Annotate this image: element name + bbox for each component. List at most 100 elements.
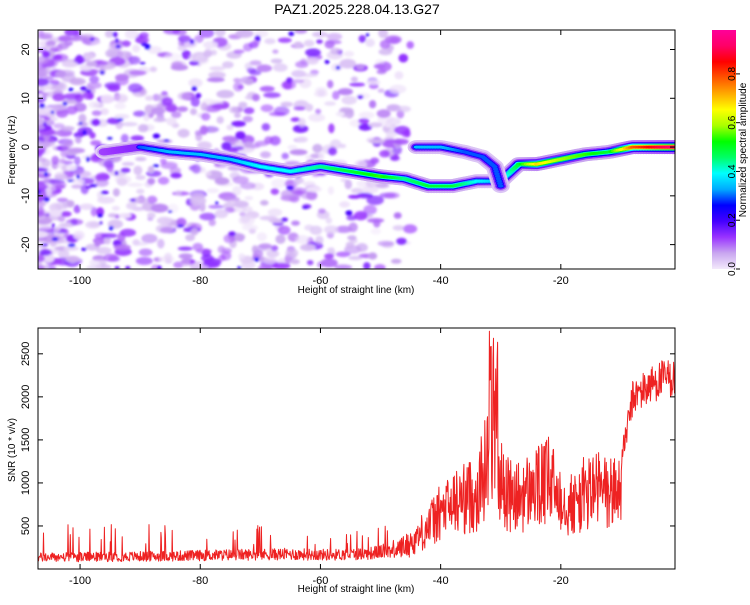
noise-blob [273,63,288,72]
noise-blob [202,41,219,49]
noise-blob [147,46,162,54]
noise-blob [177,92,192,101]
noise-blob [120,167,131,173]
spectrogram-y-axis-label: Frequency (Hz) [7,116,18,185]
noise-speck [85,185,92,189]
noise-blob [73,170,92,178]
noise-speck [365,33,370,37]
noise-blob [324,101,336,106]
noise-blob [107,213,118,218]
noise-blob [56,44,63,53]
noise-speck [115,38,119,44]
noise-blob [335,225,353,233]
noise-blob [231,120,246,127]
noise-blob [61,144,71,151]
noise-blob [78,113,87,124]
noise-blob [188,52,206,63]
noise-speck [191,86,198,92]
y-tick-label: 10 [20,92,32,104]
noise-blob [305,103,314,112]
noise-blob [58,35,72,42]
noise-blob [164,52,182,61]
noise-blob [267,208,283,217]
noise-blob [277,37,292,43]
noise-blob [272,262,291,269]
noise-blob [335,251,351,258]
noise-blob [271,178,287,188]
noise-blob [38,124,45,130]
noise-blob [49,79,60,86]
noise-blob [285,248,299,258]
noise-blob [358,118,370,124]
noise-blob [214,209,229,219]
noise-blob [103,236,112,245]
noise-blob [190,227,199,236]
noise-blob [63,246,79,251]
noise-blob [363,204,377,215]
noise-speck [163,139,170,142]
noise-blob [107,84,121,92]
noise-speck [107,137,113,140]
noise-blob [252,249,264,259]
noise-blob [74,156,81,166]
noise-blob [177,128,190,138]
noise-blob [114,93,129,103]
noise-blob [147,177,156,185]
noise-blob [306,57,319,65]
noise-blob [170,172,182,179]
noise-blob [66,165,77,171]
noise-blob [135,175,146,180]
ridge-point [497,184,504,188]
noise-blob [166,117,177,126]
noise-blob [324,40,335,49]
noise-blob [130,196,149,204]
noise-blob [306,260,314,266]
colorbar-tick-label: 0.8 [727,67,738,81]
noise-blob [157,176,170,185]
noise-blob [209,66,226,71]
noise-blob [396,105,411,113]
noise-blob [243,107,255,115]
noise-blob [311,31,328,38]
noise-blob [200,102,208,111]
noise-blob [135,36,149,44]
noise-blob [118,50,131,59]
noise-blob [348,255,363,261]
noise-speck [177,224,184,228]
y-tick-label: 2500 [20,342,32,366]
noise-blob [190,108,197,116]
noise-blob [82,92,94,100]
noise-blob [91,118,101,126]
noise-blob [51,103,68,111]
noise-blob [114,175,132,184]
noise-speck [89,184,98,188]
noise-blob [128,56,141,65]
noise-blob [385,132,398,138]
noise-blob [291,220,300,226]
noise-blob [38,56,50,65]
noise-blob [351,187,364,194]
noise-blob [75,136,82,144]
noise-blob [132,44,141,53]
noise-blob [366,79,381,85]
colorbar-tick-label: 0.0 [727,262,738,276]
noise-blob [256,232,267,242]
noise-blob [353,211,368,221]
noise-blob [99,174,110,180]
noise-blob [233,78,242,83]
noise-speck [82,129,87,136]
noise-blob [249,69,262,76]
noise-blob [303,39,315,47]
noise-blob [373,63,386,70]
noise-blob [316,39,323,44]
noise-speck [39,103,46,109]
noise-blob [63,93,81,100]
noise-blob [242,115,253,123]
noise-blob [120,122,138,127]
y-tick-label: 0 [20,144,32,150]
noise-blob [312,143,323,153]
noise-blob [294,235,310,244]
noise-speck [335,65,341,70]
noise-blob [263,257,277,264]
